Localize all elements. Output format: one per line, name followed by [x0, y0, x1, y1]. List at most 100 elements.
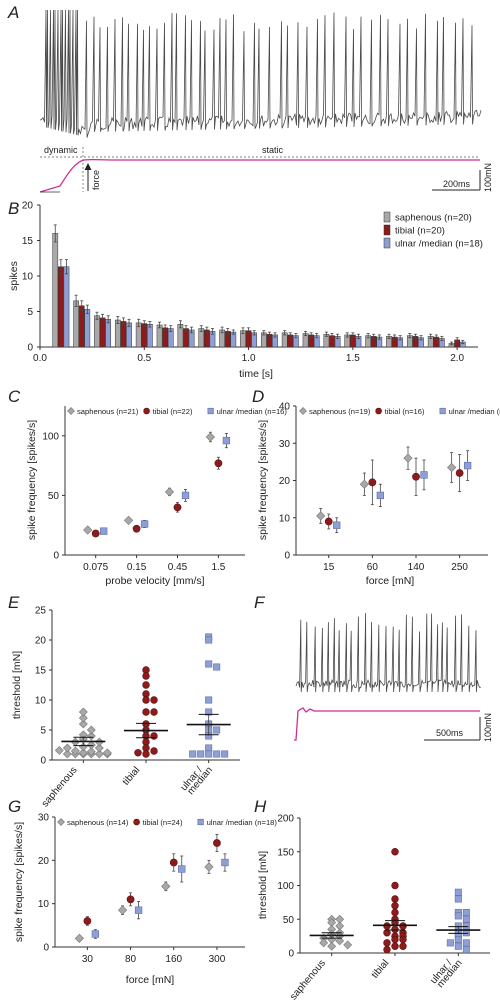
b-bar — [73, 300, 79, 348]
force-arrow-icon — [84, 163, 92, 170]
b-bar — [156, 324, 163, 348]
data-point — [142, 696, 150, 704]
legend-marker — [133, 818, 140, 826]
data-point — [86, 740, 96, 750]
spike-trace-f — [295, 612, 481, 693]
dynamic-label: dynamic — [44, 145, 78, 155]
b-xtick-label: 1.0 — [242, 353, 256, 364]
legend-label: ulnar /median (n=16) — [217, 407, 288, 416]
xtick-label: tibial — [370, 958, 392, 981]
b-xtick-label: 1.5 — [346, 353, 360, 364]
data-point — [86, 731, 96, 741]
data-point — [327, 941, 337, 951]
data-point — [420, 471, 428, 479]
ytick-label: 0 — [284, 551, 290, 562]
xtick-label: 30 — [82, 954, 94, 965]
data-point — [205, 744, 213, 752]
b-legend-label: saphenous (n=20) — [395, 213, 472, 224]
ytick-label: 5 — [40, 726, 46, 737]
legend-marker — [207, 407, 214, 415]
ytick-label: 10 — [35, 696, 47, 707]
data-point — [454, 912, 462, 920]
b-bar — [114, 319, 121, 348]
data-point — [204, 862, 214, 872]
data-point — [391, 942, 399, 950]
data-point — [62, 749, 72, 759]
data-point — [213, 726, 221, 734]
data-point — [462, 915, 470, 923]
panel-label-a: A — [7, 3, 19, 22]
data-point — [383, 929, 391, 937]
data-point — [205, 750, 213, 758]
b-bar — [94, 315, 100, 348]
data-point — [412, 472, 420, 481]
xtick-label: 0.075 — [83, 562, 108, 573]
data-point — [383, 939, 391, 947]
b-legend-swatch — [383, 237, 391, 249]
xtick-label: 60 — [367, 562, 379, 573]
data-point — [150, 708, 158, 716]
data-point — [54, 745, 64, 755]
xtick-label: saphenous — [288, 958, 328, 1003]
b-xlabel: time [s] — [239, 368, 273, 380]
data-point — [463, 461, 472, 470]
data-point — [391, 908, 399, 917]
data-point — [333, 521, 341, 529]
data-point — [205, 660, 213, 668]
data-point — [86, 725, 96, 735]
ytick-label: 20 — [279, 476, 291, 487]
xtick-label: 160 — [165, 954, 182, 965]
data-point — [343, 940, 353, 950]
panel-label-e: E — [8, 593, 20, 612]
xtick-label: 250 — [451, 562, 468, 573]
panel-label-h: H — [254, 797, 267, 816]
data-point — [102, 748, 112, 758]
data-point — [78, 748, 88, 758]
xtick-label: 0.15 — [127, 562, 147, 573]
ytick-label: 0 — [288, 949, 294, 960]
data-point — [316, 511, 326, 521]
panel-label-d: D — [252, 387, 264, 406]
data-point — [454, 895, 462, 903]
c-ylabel: spike frequency [spikes/s] — [26, 420, 38, 540]
data-point — [446, 939, 454, 947]
legend-marker — [439, 407, 446, 415]
xtick-label: 140 — [408, 562, 425, 573]
data-point — [117, 905, 128, 915]
ytick-label: 0 — [40, 756, 46, 767]
ytick-label: 30 — [38, 813, 50, 824]
xtick-label: 1.5 — [211, 562, 225, 573]
data-point — [213, 663, 221, 671]
b-bar — [99, 317, 106, 348]
ytick-label: 15 — [35, 666, 47, 677]
legend-label: saphenous (n=21) — [77, 407, 139, 416]
data-point — [391, 935, 399, 944]
panel-label-f: F — [254, 593, 266, 612]
data-point — [391, 848, 399, 856]
data-point — [169, 858, 178, 867]
b-bar — [63, 266, 70, 348]
data-point — [78, 707, 88, 717]
static-label: static — [262, 145, 284, 155]
data-point — [161, 881, 171, 891]
b-bar — [105, 319, 112, 348]
data-point — [197, 750, 205, 758]
b-xtick-label: 2.0 — [450, 353, 464, 364]
data-point — [324, 517, 333, 526]
data-point — [399, 942, 407, 950]
data-point — [150, 747, 158, 755]
data-point — [83, 917, 92, 925]
data-point — [132, 524, 141, 533]
panel-label-g: G — [8, 797, 21, 816]
xtick-label: 300 — [209, 954, 226, 965]
panel-b: 0 5 10 15 20 0.0 0.5 1.0 1.5 2.0 spikes time [s]… — [8, 201, 483, 381]
data-point — [462, 922, 470, 930]
data-point — [213, 750, 221, 758]
xtick-label: 15 — [323, 562, 335, 573]
c-xlabel: probe velocity [mm/s] — [105, 575, 204, 587]
data-point — [100, 527, 108, 535]
data-point — [62, 743, 72, 753]
h-ylabel: threshold [mN] — [257, 851, 269, 919]
scale-time-f: 500ms — [436, 728, 464, 738]
